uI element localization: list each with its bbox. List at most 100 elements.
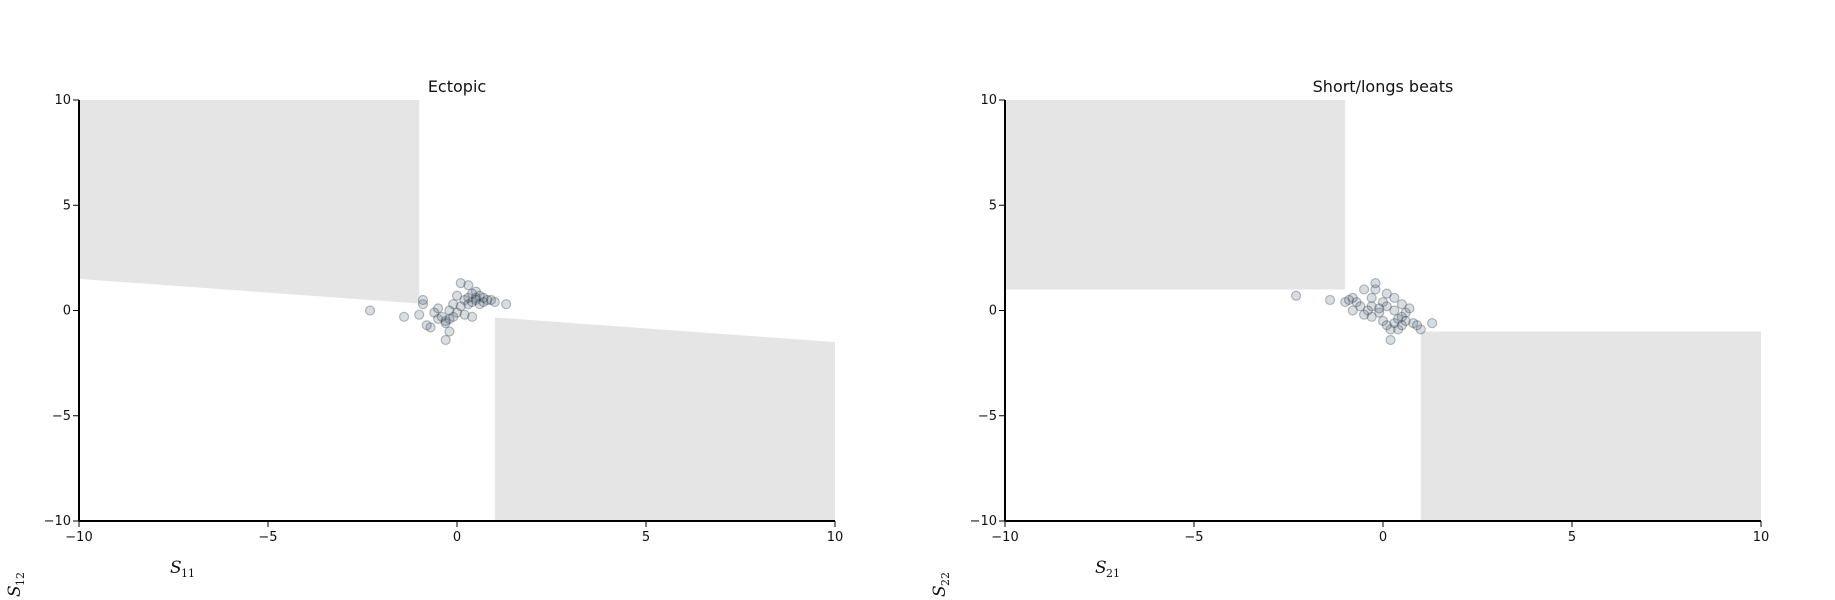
x-axis-label-subscript: 11 <box>181 567 195 580</box>
data-point <box>455 278 466 289</box>
data-point <box>1290 290 1302 301</box>
data-point <box>448 299 459 310</box>
data-point <box>1347 305 1358 316</box>
data-point <box>1381 301 1392 312</box>
y-axis-label: S 12 <box>5 572 27 597</box>
y-tick-label: 5 <box>63 198 71 213</box>
data-point <box>1381 288 1392 299</box>
data-point <box>1374 303 1385 314</box>
shaded-region <box>79 100 420 304</box>
y-tick-label: −10 <box>44 514 71 529</box>
data-point <box>1366 292 1377 303</box>
data-point <box>451 290 463 301</box>
data-point <box>501 299 512 310</box>
data-point <box>1389 305 1400 316</box>
data-point <box>1366 301 1377 312</box>
y-tick-label: −10 <box>970 514 997 529</box>
y-axis-label-main: S <box>5 585 25 597</box>
data-point <box>429 307 440 318</box>
x-tick-label: −10 <box>991 530 1018 545</box>
data-point <box>1351 296 1362 308</box>
data-point <box>482 294 493 306</box>
x-tick-label: 5 <box>642 530 650 545</box>
data-point <box>467 311 478 322</box>
data-point <box>470 294 481 306</box>
data-point <box>1347 292 1358 303</box>
chart-panel-short-long-beats: Short/longs beats S 21 S 22 −10 −5 0 5 10 −10… <box>930 77 1769 597</box>
data-point <box>1393 313 1404 325</box>
data-point <box>364 305 376 316</box>
x-axis-label: S 21 <box>1095 558 1120 580</box>
data-point <box>455 301 466 312</box>
data-point <box>1343 294 1355 306</box>
y-axis-label: S 22 <box>930 572 952 597</box>
data-point <box>478 292 489 303</box>
y-tick-label: −5 <box>52 409 71 424</box>
data-point <box>1389 318 1400 329</box>
y-axis-label-subscript: 22 <box>939 572 952 586</box>
chart-panel-ectopic: Ectopic S 11 S 12 −10 −5 0 5 10 −10 −5 0 5 10 <box>5 77 843 597</box>
data-point <box>489 296 500 308</box>
x-axis-label-main: S <box>170 558 182 578</box>
chart-title: Ectopic <box>428 77 486 96</box>
data-point <box>1415 324 1426 335</box>
data-point <box>1358 309 1370 320</box>
y-axis-label-subscript: 12 <box>14 572 27 586</box>
data-point <box>1370 278 1381 289</box>
y-tick-label: 0 <box>989 304 997 319</box>
data-point <box>1340 296 1351 308</box>
x-tick-label: −5 <box>1184 530 1203 545</box>
y-tick-label: 10 <box>980 93 997 108</box>
data-point <box>433 313 444 325</box>
data-point <box>1393 324 1404 335</box>
data-point <box>467 296 478 308</box>
x-axis-label-subscript: 21 <box>1106 567 1120 580</box>
data-point <box>421 320 432 331</box>
x-tick-label: 5 <box>1568 530 1576 545</box>
data-point <box>436 311 447 322</box>
y-axis-label-main: S <box>930 585 950 597</box>
data-point <box>414 309 425 320</box>
y-tick-label: 0 <box>63 304 71 319</box>
data-point <box>1366 311 1377 322</box>
data-point <box>1377 296 1389 308</box>
data-point <box>1408 318 1419 329</box>
data-point <box>440 334 451 346</box>
data-point <box>1400 315 1411 327</box>
data-point <box>451 307 463 318</box>
shaded-region <box>494 317 835 521</box>
data-point <box>459 294 470 306</box>
data-point <box>1404 303 1415 314</box>
data-point <box>463 280 474 291</box>
data-point <box>448 311 459 322</box>
x-tick-label: −10 <box>65 530 92 545</box>
data-point <box>1389 292 1400 303</box>
data-point <box>474 290 485 301</box>
data-point <box>478 296 489 308</box>
data-point <box>1385 324 1396 335</box>
data-point <box>1355 301 1366 312</box>
data-point <box>1377 315 1389 327</box>
data-point <box>470 286 481 297</box>
data-point <box>444 326 455 337</box>
x-tick-label: 0 <box>1379 530 1387 545</box>
data-point <box>467 288 478 299</box>
data-point <box>433 303 444 314</box>
shaded-region <box>1005 100 1346 290</box>
data-point <box>459 309 470 320</box>
data-point <box>440 315 451 327</box>
data-point <box>444 305 455 316</box>
data-point <box>1400 307 1411 318</box>
data-point <box>1362 305 1373 316</box>
shaded-region <box>1420 331 1761 521</box>
data-point <box>1381 320 1392 331</box>
data-point <box>1411 320 1423 331</box>
data-point <box>463 292 474 303</box>
data-point <box>463 299 474 310</box>
data-point <box>425 322 436 333</box>
data-point <box>417 299 429 310</box>
data-point <box>417 294 429 306</box>
data-point <box>1324 294 1336 306</box>
data-point <box>1370 284 1381 295</box>
